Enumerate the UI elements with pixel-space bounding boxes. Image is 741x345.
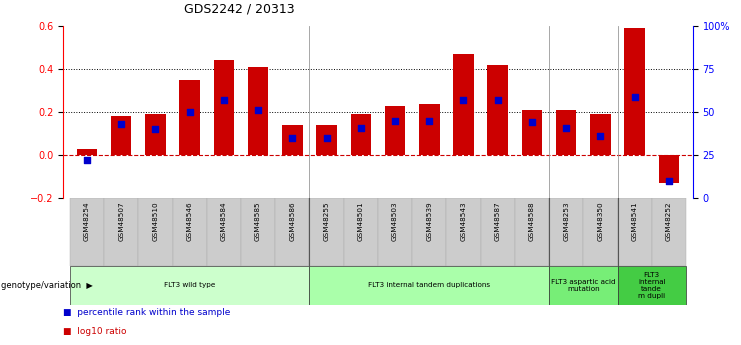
Text: GSM48501: GSM48501	[358, 201, 364, 241]
Bar	[617, 266, 686, 305]
Text: FLT3 internal tandem duplications: FLT3 internal tandem duplications	[368, 283, 491, 288]
Bar	[549, 198, 583, 266]
Point	[252, 108, 264, 113]
Bar	[247, 67, 268, 155]
Bar	[617, 198, 652, 266]
Text: GSM48546: GSM48546	[187, 201, 193, 241]
Bar	[590, 114, 611, 155]
Point	[184, 109, 196, 115]
Point	[287, 135, 299, 141]
Point	[560, 125, 572, 130]
Text: GSM48253: GSM48253	[563, 201, 569, 241]
Bar	[446, 198, 481, 266]
Bar	[76, 149, 97, 155]
Point	[116, 121, 127, 127]
Point	[492, 97, 504, 103]
Text: GSM48254: GSM48254	[84, 201, 90, 241]
Bar	[419, 104, 439, 155]
Text: GSM48510: GSM48510	[153, 201, 159, 241]
Bar	[275, 198, 310, 266]
Point	[628, 94, 640, 99]
Bar	[583, 198, 617, 266]
Text: GSM48584: GSM48584	[221, 201, 227, 241]
Text: genotype/variation  ▶: genotype/variation ▶	[1, 281, 93, 290]
Bar	[652, 198, 686, 266]
Bar	[515, 198, 549, 266]
Text: ■  percentile rank within the sample: ■ percentile rank within the sample	[63, 308, 230, 317]
Bar	[316, 125, 337, 155]
Bar	[350, 114, 371, 155]
Point	[457, 97, 469, 103]
Bar	[625, 28, 645, 155]
Bar	[344, 198, 378, 266]
Point	[526, 120, 538, 125]
Bar	[207, 198, 241, 266]
Text: GSM48539: GSM48539	[426, 201, 432, 241]
Point	[594, 134, 606, 139]
Bar	[556, 110, 576, 155]
Bar	[522, 110, 542, 155]
Text: GSM48586: GSM48586	[289, 201, 296, 241]
Text: GSM48350: GSM48350	[597, 201, 603, 241]
Text: GSM48252: GSM48252	[666, 201, 672, 241]
Text: GSM48543: GSM48543	[460, 201, 467, 241]
Point	[663, 178, 675, 184]
Bar	[453, 54, 473, 155]
Text: FLT3 wild type: FLT3 wild type	[164, 283, 216, 288]
Point	[355, 125, 367, 130]
Bar	[310, 266, 549, 305]
Bar	[481, 198, 515, 266]
Bar	[659, 155, 679, 183]
Bar	[310, 198, 344, 266]
Text: GSM48541: GSM48541	[631, 201, 638, 241]
Text: GSM48587: GSM48587	[495, 201, 501, 241]
Bar	[549, 266, 617, 305]
Bar	[282, 125, 302, 155]
Text: FLT3 aspartic acid
mutation: FLT3 aspartic acid mutation	[551, 279, 616, 292]
Point	[81, 158, 93, 163]
Bar	[378, 198, 412, 266]
Bar	[173, 198, 207, 266]
Bar	[241, 198, 275, 266]
Text: FLT3
internal
tande
m dupli: FLT3 internal tande m dupli	[638, 272, 665, 299]
Bar	[70, 266, 310, 305]
Text: GSM48503: GSM48503	[392, 201, 398, 241]
Point	[423, 118, 435, 124]
Bar	[139, 198, 173, 266]
Point	[389, 118, 401, 124]
Text: GSM48255: GSM48255	[324, 201, 330, 241]
Text: GSM48507: GSM48507	[118, 201, 124, 241]
Bar	[111, 117, 131, 155]
Bar	[385, 106, 405, 155]
Point	[321, 135, 333, 141]
Point	[218, 97, 230, 103]
Text: ■  log10 ratio: ■ log10 ratio	[63, 327, 127, 336]
Bar	[488, 65, 508, 155]
Bar	[213, 60, 234, 155]
Bar	[145, 114, 166, 155]
Text: GSM48585: GSM48585	[255, 201, 261, 241]
Bar	[70, 198, 104, 266]
Text: GSM48588: GSM48588	[529, 201, 535, 241]
Point	[150, 127, 162, 132]
Bar	[179, 80, 200, 155]
Bar	[412, 198, 446, 266]
Text: GDS2242 / 20313: GDS2242 / 20313	[184, 2, 295, 16]
Bar	[104, 198, 139, 266]
